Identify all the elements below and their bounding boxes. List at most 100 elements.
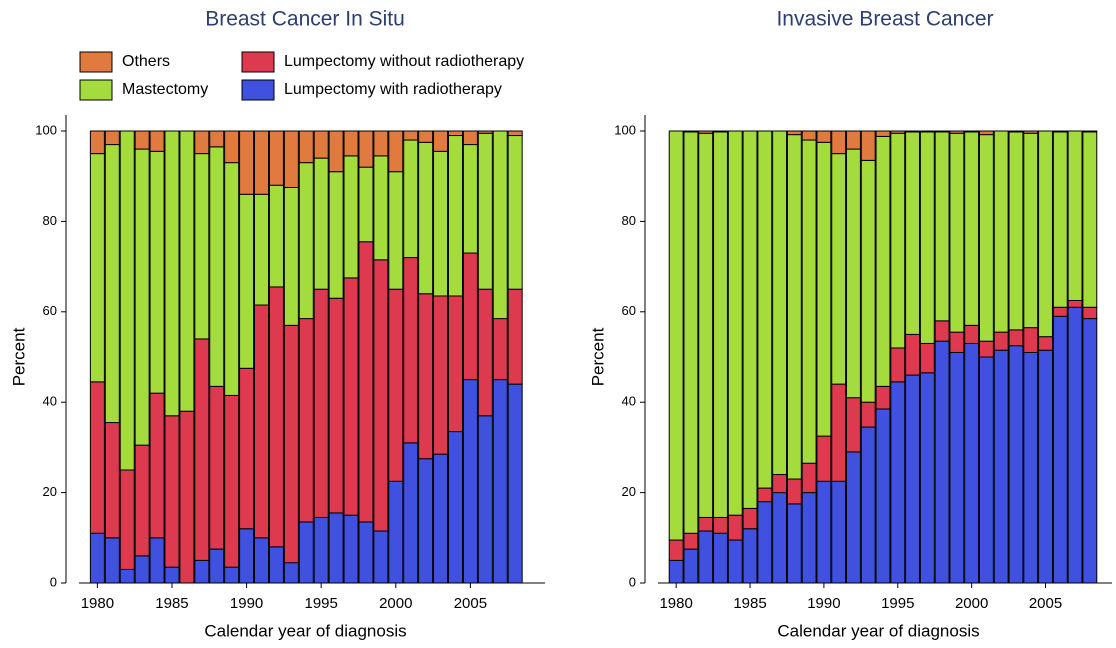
bar-segment <box>934 340 950 584</box>
bar-segment <box>209 130 225 148</box>
bar-segment <box>890 381 906 584</box>
bar-segment <box>846 397 861 453</box>
bar-segment <box>816 141 832 437</box>
bar-segment <box>1023 351 1039 584</box>
bar-segment <box>919 131 935 344</box>
bar-segment <box>447 295 463 433</box>
y-tick-label: 60 <box>622 303 636 318</box>
bar-segment <box>890 130 906 134</box>
x-tick-label: 1990 <box>807 595 840 612</box>
bar-segment <box>239 528 255 584</box>
bar-segment <box>209 548 225 584</box>
bar-segment <box>104 130 120 146</box>
bar-segment <box>343 514 359 584</box>
bar-segment <box>343 130 359 157</box>
bar-segment <box>507 130 523 137</box>
bar-segment <box>993 130 1009 333</box>
bar-segment <box>1023 130 1039 134</box>
bar-segment <box>313 130 329 159</box>
bar-segment <box>727 130 743 516</box>
bar-segment <box>786 134 802 480</box>
bar-segment <box>1023 132 1039 329</box>
bar-segment <box>149 150 165 394</box>
bar-segment <box>831 480 847 584</box>
bar-segment <box>919 342 935 374</box>
bar-segment <box>668 539 684 561</box>
bar-segment <box>1082 318 1098 584</box>
bar-segment <box>1067 306 1083 584</box>
bar-segment <box>1082 306 1098 320</box>
x-tick-label: 1995 <box>881 595 914 612</box>
bar-segment <box>313 516 329 584</box>
bar-segment <box>298 318 314 523</box>
bar-segment <box>905 130 920 133</box>
bar-segment <box>134 130 150 150</box>
bar-segment <box>403 257 419 444</box>
bar-segment <box>253 537 270 584</box>
bar-segment <box>313 288 329 518</box>
bar-segment <box>860 130 876 161</box>
bar-segment <box>683 130 699 133</box>
bar-segment <box>477 130 493 134</box>
bar-segment <box>328 297 344 514</box>
bar-segment <box>209 146 225 387</box>
bar-segment <box>1052 306 1068 317</box>
bar-segment <box>418 458 434 584</box>
bar-segment <box>757 130 773 489</box>
bar-segment <box>978 130 994 136</box>
bar-segment <box>1082 131 1098 308</box>
bar-segment <box>253 304 270 539</box>
bar-segment <box>1052 130 1068 133</box>
legend-swatch <box>79 79 113 101</box>
bar-segment <box>149 392 165 539</box>
bar-segment <box>268 546 284 584</box>
bar-segment <box>298 130 314 164</box>
bar-segment <box>373 530 389 584</box>
bar-segment <box>934 131 950 322</box>
bar-segment <box>713 130 728 133</box>
bar-segment <box>742 507 758 530</box>
bar-segment <box>433 150 449 297</box>
bar-segment <box>164 566 180 584</box>
bar-segment <box>492 318 508 381</box>
y-axis-label: Percent <box>588 327 607 386</box>
bar-segment <box>668 559 684 584</box>
bar-segment <box>816 480 832 584</box>
y-tick-label: 80 <box>622 213 636 228</box>
bar-segment <box>801 492 817 584</box>
y-tick-label: 20 <box>43 484 57 499</box>
bar-segment <box>358 130 374 168</box>
bar-segment <box>875 408 891 584</box>
bar-segment <box>373 130 389 157</box>
bar-segment <box>713 516 728 534</box>
bar-segment <box>949 331 965 353</box>
bar-segment <box>358 166 374 243</box>
bar-segment <box>298 162 314 320</box>
bar-segment <box>727 514 743 541</box>
bar-segment <box>507 383 523 584</box>
bar-segment <box>224 394 240 568</box>
x-tick-label: 1985 <box>733 595 766 612</box>
bar-segment <box>433 130 449 152</box>
bar-segment <box>786 130 802 136</box>
bar-segment <box>447 431 463 584</box>
bar-segment <box>668 130 684 541</box>
bar-segment <box>934 320 950 342</box>
bar-segment <box>978 356 994 584</box>
bar-segment <box>283 324 299 564</box>
x-tick-label: 2000 <box>379 595 412 612</box>
bar-segment <box>477 288 493 417</box>
y-tick-label: 0 <box>50 574 57 589</box>
bar-segment <box>698 530 714 584</box>
bar-segment <box>492 379 508 584</box>
bar-segment <box>860 159 876 403</box>
bar-segment <box>194 559 210 584</box>
bar-segment <box>477 132 493 290</box>
y-tick-label: 0 <box>629 574 636 589</box>
bar-segment <box>1067 130 1083 301</box>
y-tick-label: 40 <box>43 394 57 409</box>
legend-label: Lumpectomy without radiotherapy <box>284 53 524 70</box>
bar-segment <box>403 442 419 584</box>
y-tick-label: 40 <box>622 394 636 409</box>
